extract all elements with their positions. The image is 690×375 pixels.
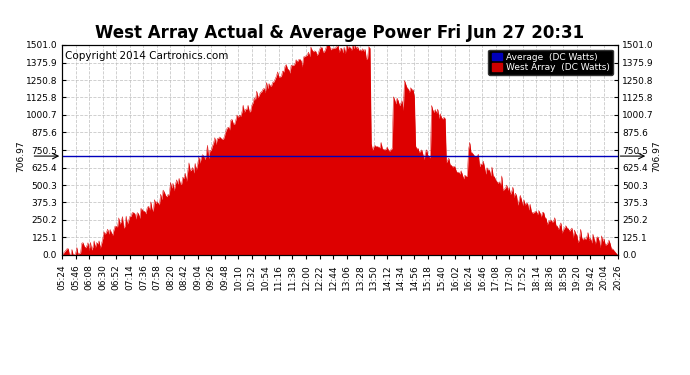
Title: West Array Actual & Average Power Fri Jun 27 20:31: West Array Actual & Average Power Fri Ju… — [95, 24, 584, 42]
Text: 706.97: 706.97 — [652, 140, 661, 172]
Legend: Average  (DC Watts), West Array  (DC Watts): Average (DC Watts), West Array (DC Watts… — [489, 50, 613, 75]
Text: 706.97: 706.97 — [16, 140, 25, 172]
Text: Copyright 2014 Cartronics.com: Copyright 2014 Cartronics.com — [65, 51, 228, 61]
